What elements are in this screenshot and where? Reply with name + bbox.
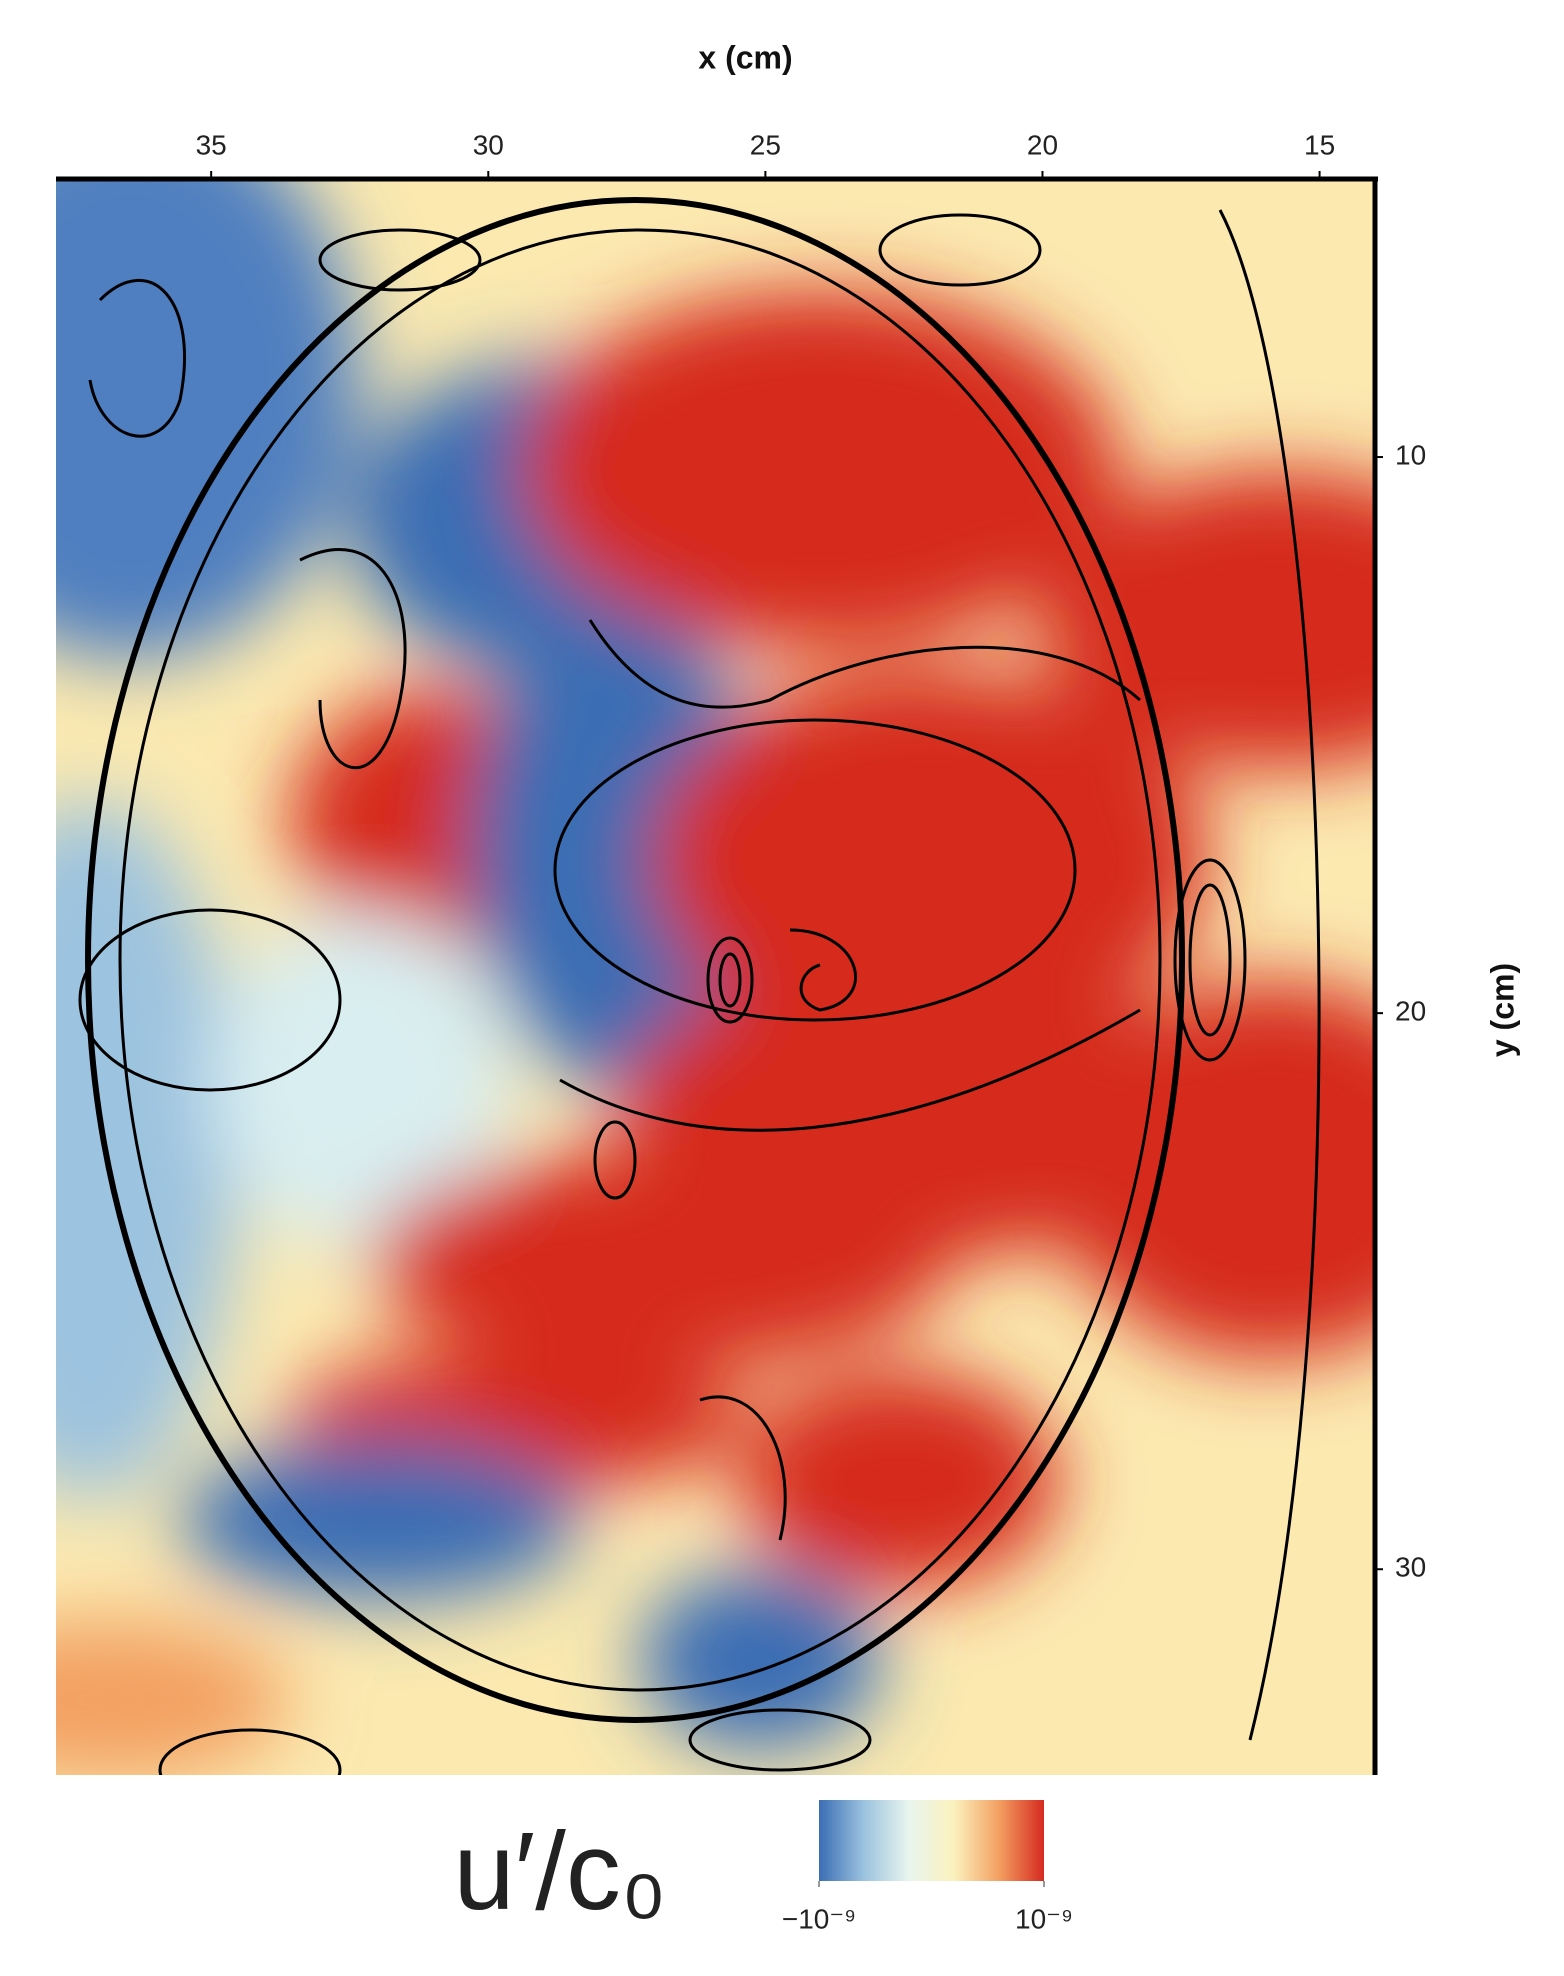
y-axis-label: y (cm) (1484, 963, 1520, 1057)
x-axis-label: x (cm) (698, 39, 792, 75)
x-tick-label: 15 (1304, 129, 1335, 160)
y-tick-label: 10 (1395, 439, 1426, 470)
contours (78, 197, 1321, 1775)
x-tick-label: 20 (1027, 129, 1058, 160)
y-tick-label: 30 (1395, 1552, 1426, 1583)
colorbar-tick-label: −10⁻⁹ (782, 1903, 856, 1934)
x-tick-label: 30 (473, 129, 504, 160)
colorbar-tick-label: 10⁻⁹ (1015, 1903, 1073, 1934)
colorbar-label: u′/c₀ (453, 1810, 666, 1933)
colorbar (819, 1800, 1044, 1881)
x-tick-label: 35 (196, 129, 227, 160)
field-image (56, 179, 1375, 1775)
x-tick-label: 25 (750, 129, 781, 160)
y-tick-label: 20 (1395, 996, 1426, 1027)
